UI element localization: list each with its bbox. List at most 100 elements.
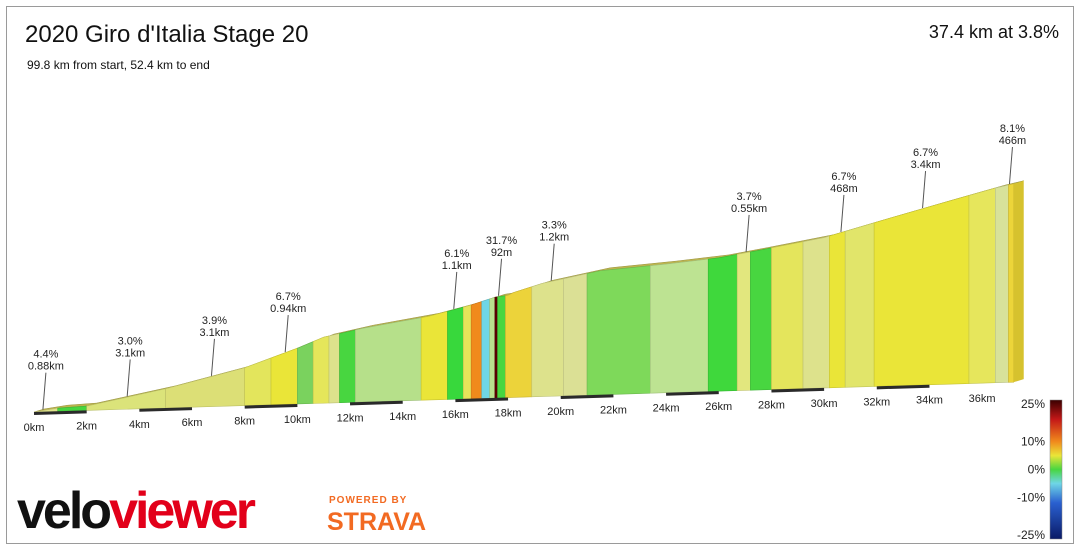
x-tick-label: 14km	[389, 411, 416, 423]
annotation-gradient-7: 3.7%	[737, 191, 762, 203]
km-band-6	[349, 400, 403, 406]
legend-color-bar	[1049, 399, 1063, 540]
x-axis: 0km 2km 4km 6km 8km 10km 12km 14km 16km 18km 20km 2…	[24, 384, 996, 434]
gradient-segment-12	[447, 306, 464, 400]
gradient-segment-10	[355, 317, 422, 403]
annotation-length-8: 468m	[830, 183, 858, 195]
annotation-length-3: 0.94km	[270, 303, 306, 315]
x-tick-label: 20km	[547, 406, 574, 418]
annotation-gradient-0: 4.4%	[33, 349, 58, 361]
elevation-profile-chart: 0km 2km 4km 6km 8km 10km 12km 14km 16km 18km 20km 2…	[24, 123, 1063, 542]
x-tick-label: 32km	[863, 396, 890, 408]
gradient-segment-31	[873, 195, 970, 387]
gradient-segment-3	[165, 367, 245, 409]
strava-logo[interactable]: STRAVA	[327, 508, 427, 536]
profile-end-face	[1013, 180, 1024, 383]
km-band-10	[560, 394, 614, 399]
gradient-segment-17	[494, 296, 498, 399]
gradient-segment-22	[586, 265, 651, 396]
x-tick-label: 34km	[916, 395, 943, 407]
annotations: 4.4%0.88km3.0%3.1km3.9%3.1km6.7%0.94km6.…	[28, 123, 1026, 410]
annotation-length-7: 0.55km	[731, 203, 767, 215]
gradient-segment-6	[297, 341, 314, 405]
annotation-leader-2	[210, 338, 215, 376]
annotation-length-9: 3.4km	[911, 159, 941, 171]
x-tick-label: 2km	[76, 420, 97, 432]
annotation-leader-8	[840, 194, 845, 232]
x-tick-label: 36km	[969, 393, 996, 405]
gradient-segment-30	[844, 222, 875, 388]
annotation-gradient-6: 3.3%	[542, 220, 567, 232]
x-tick-label: 30km	[811, 398, 838, 410]
gradient-segment-4	[244, 357, 272, 406]
x-tick-label: 4km	[129, 419, 150, 431]
x-tick-label: 22km	[600, 404, 627, 416]
gradient-segment-2	[86, 388, 166, 411]
x-tick-label: 18km	[495, 408, 522, 420]
logo-part-viewer: viewer	[109, 482, 256, 540]
annotation-leader-7	[745, 214, 750, 252]
annotation-leader-5	[498, 258, 503, 296]
annotation-gradient-9: 6.7%	[913, 147, 938, 159]
gradient-segment-26	[750, 247, 772, 391]
gradient-segment-5	[270, 347, 298, 406]
veloviewer-logo[interactable]: veloviewer	[17, 482, 256, 540]
annotation-gradient-10: 8.1%	[1000, 123, 1025, 135]
gradient-segment-18	[497, 295, 506, 399]
gradient-segment-20	[531, 278, 564, 398]
annotation-length-10: 466m	[999, 135, 1027, 147]
x-tick-label: 0km	[24, 422, 45, 434]
gradient-segment-9	[339, 329, 356, 404]
annotation-gradient-1: 3.0%	[118, 335, 143, 347]
gradient-segment-15	[481, 298, 490, 399]
gradient-segment-25	[736, 251, 751, 391]
annotation-length-0: 0.88km	[28, 361, 64, 373]
annotation-gradient-2: 3.9%	[202, 315, 227, 327]
annotation-gradient-8: 6.7%	[831, 171, 856, 183]
annotation-leader-1	[126, 359, 131, 397]
gradient-segment-19	[505, 286, 533, 398]
climb-summary: 37.4 km at 3.8%	[928, 22, 1059, 42]
gradient-legend: 25% 10% 0% -10% -25%	[1017, 397, 1063, 542]
annotation-gradient-3: 6.7%	[276, 291, 301, 303]
annotation-gradient-4: 6.1%	[444, 248, 469, 260]
gradient-segment-32	[968, 187, 996, 384]
profile-layer	[33, 180, 1024, 413]
x-tick-label: 10km	[284, 414, 311, 426]
legend-label: 0%	[1028, 463, 1046, 477]
km-band-16	[876, 384, 930, 390]
gradient-segment-14	[470, 301, 483, 399]
km-band-8	[455, 397, 509, 403]
x-tick-label: 24km	[653, 403, 680, 415]
annotation-leader-3	[284, 315, 289, 353]
profile-frame: 0km 2km 4km 6km 8km 10km 12km 14km 16km 18km 20km 2…	[6, 6, 1074, 544]
annotation-leader-6	[550, 243, 555, 281]
x-tick-label: 12km	[337, 412, 364, 424]
gradient-segment-23	[649, 258, 709, 394]
gradient-segment-24	[707, 254, 738, 392]
gradient-segment-33	[994, 184, 1009, 384]
km-band-2	[139, 407, 193, 412]
km-band-0	[33, 410, 87, 415]
annotation-leader-4	[453, 271, 458, 310]
gradient-segment-11	[420, 310, 448, 401]
gradient-segment-8	[328, 333, 340, 404]
page-title: 2020 Giro d'Italia Stage 20	[25, 21, 309, 48]
legend-label: -25%	[1017, 528, 1045, 542]
powered-by-label: POWERED BY	[329, 495, 408, 506]
x-tick-label: 6km	[182, 417, 203, 429]
annotation-leader-9	[922, 171, 927, 209]
km-band-12	[666, 391, 719, 396]
logo-part-velo: velo	[17, 482, 112, 540]
km-band-4	[244, 403, 298, 409]
page-subtitle: 99.8 km from start, 52.4 km to end	[27, 58, 210, 72]
annotation-length-6: 1.2km	[539, 232, 569, 244]
gradient-segment-7	[312, 335, 330, 404]
annotation-gradient-5: 31.7%	[486, 235, 517, 247]
gradient-segment-13	[462, 304, 472, 400]
x-tick-label: 26km	[705, 401, 732, 413]
legend-label: -10%	[1017, 490, 1045, 504]
legend-label: 25%	[1021, 397, 1045, 411]
gradient-segment-16	[489, 296, 496, 399]
legend-label: 10%	[1021, 435, 1045, 449]
